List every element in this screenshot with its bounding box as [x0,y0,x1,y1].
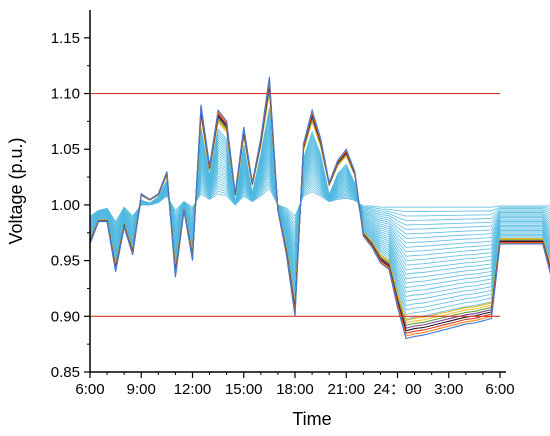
series-line-light-1 [89,187,550,223]
x-tick-label: 3:00 [434,381,463,398]
y-axis-title: Voltage (p.u.) [6,137,26,244]
x-tick-label: 18:00 [276,381,314,398]
x-tick-label: 6:00 [485,381,514,398]
series-line-light-9 [89,160,550,246]
axes [89,10,506,373]
series-line-2 [89,90,550,324]
y-tick-label: 1.05 [51,141,80,158]
ticks: 0.85 0.90 0.95 1.00 1.05 1.10 1.15 6:00 9:00 12:0… [51,30,515,398]
series-line-light-12 [89,152,550,257]
series-line-light-21 [89,123,550,298]
x-tick-label: 12:00 [174,381,212,398]
series-line-light-6 [89,170,550,235]
series-line-light-11 [89,154,550,253]
series-line-light-4 [89,177,550,228]
y-tick-label: 1.00 [51,197,80,214]
y-tick-label: 0.85 [51,364,80,381]
limit-lines [90,92,500,317]
x-tick-label: 6:00 [75,381,104,398]
series-line-light-3 [89,180,550,226]
series-line-light-13 [89,149,550,262]
series-line-light-14 [89,146,550,266]
series-layer [89,76,550,340]
series-line-8 [89,76,550,340]
y-tick-label: 0.90 [51,308,80,325]
y-tick-label: 1.15 [51,30,80,47]
x-tick-label: 15:00 [225,381,263,398]
series-line-1 [89,92,550,321]
series-line-light-5 [89,174,550,231]
series-line-3 [89,87,550,327]
x-tick-label: 21:00 [327,381,365,398]
x-tick-label: 9:00 [127,381,156,398]
series-line-light-10 [89,157,550,248]
x-axis-title: Time [292,409,331,429]
y-tick-label: 0.95 [51,253,80,270]
series-line-light-7 [89,167,550,239]
x-tick-label: 24：00 [373,381,421,398]
y-tick-label: 1.10 [51,86,80,103]
series-line-light-2 [89,184,550,225]
series-line-light-8 [89,164,550,242]
